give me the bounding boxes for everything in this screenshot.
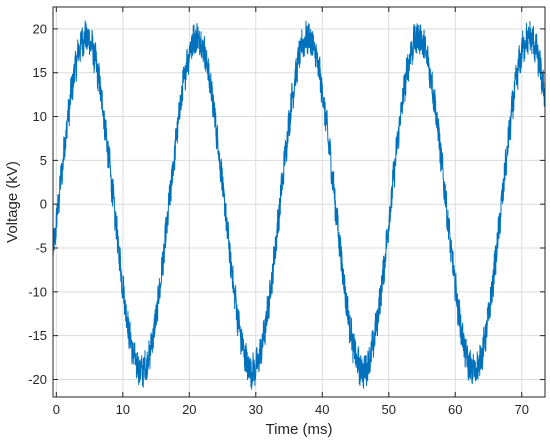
- y-tick-label: -20: [28, 372, 47, 387]
- y-tick-label: 5: [40, 153, 47, 168]
- y-tick-label: -15: [28, 328, 47, 343]
- x-tick-label: 0: [53, 402, 60, 417]
- x-tick-label: 30: [249, 402, 263, 417]
- y-tick-label: -10: [28, 284, 47, 299]
- voltage-series-line: [53, 20, 545, 390]
- x-axis-title: Time (ms): [266, 421, 333, 438]
- x-tick-labels: 0 10 20 30 40 50 60 70: [53, 402, 529, 417]
- x-tick-label: 40: [315, 402, 329, 417]
- x-tick-label: 20: [182, 402, 196, 417]
- series-group: [53, 20, 545, 390]
- x-tick-label: 60: [448, 402, 462, 417]
- x-tick-label: 70: [514, 402, 528, 417]
- y-axis-title: Voltage (kV): [4, 161, 21, 243]
- y-tick-label: 10: [33, 109, 47, 124]
- x-tick-label: 10: [116, 402, 130, 417]
- plot-area-frame: [52, 6, 546, 398]
- y-tick-label: 20: [33, 21, 47, 36]
- grid: [53, 7, 545, 397]
- y-tick-label: -5: [35, 241, 47, 256]
- x-tick-label: 50: [382, 402, 396, 417]
- y-tick-label: 0: [40, 197, 47, 212]
- y-tick-labels: -20 -15 -10 -5 0 5 10 15 20: [28, 21, 47, 387]
- tick-marks: [53, 7, 545, 397]
- y-tick-label: 15: [33, 65, 47, 80]
